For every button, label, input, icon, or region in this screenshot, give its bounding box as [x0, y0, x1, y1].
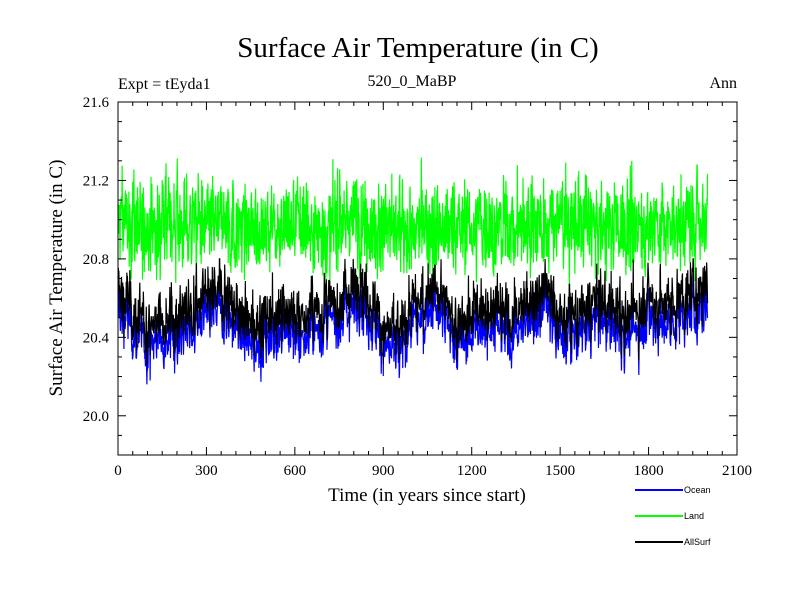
- series-layer: [117, 157, 709, 385]
- x-tick-label: 1200: [457, 463, 487, 479]
- x-axis-label: Time (in years since start): [328, 485, 526, 506]
- x-tick-label: 2100: [722, 463, 752, 479]
- y-axis-label: Surface Air Temperature (in C): [46, 160, 67, 397]
- x-tick-label: 900: [372, 463, 395, 479]
- x-tick-label: 300: [195, 463, 218, 479]
- x-tick-label: 1800: [634, 463, 664, 479]
- series-line-allsurf: [117, 258, 709, 366]
- y-tick-label: 20.8: [83, 252, 109, 268]
- legend-label-allsurf: AllSurf: [684, 537, 711, 547]
- legend-label-ocean: Ocean: [684, 485, 711, 495]
- legend: Ocean Land AllSurf: [635, 485, 711, 547]
- chart-title: Surface Air Temperature (in C): [237, 32, 598, 64]
- subtitle-right: Ann: [709, 75, 737, 92]
- x-tick-label: 1500: [545, 463, 575, 479]
- legend-label-land: Land: [684, 511, 704, 521]
- subtitle-center: 520_0_MaBP: [368, 73, 457, 90]
- axis-layer: 0 300 600 900 1200 1500 1800 2100 20.0 20.4 20.8 21…: [83, 95, 752, 479]
- y-tick-label: 20.4: [83, 330, 110, 346]
- x-tick-label: 0: [114, 463, 122, 479]
- y-tick-label: 20.0: [83, 409, 109, 425]
- y-tick-label: 21.2: [83, 173, 109, 189]
- x-tick-label: 600: [284, 463, 307, 479]
- series-line-land: [117, 157, 709, 289]
- y-tick-label: 21.6: [83, 95, 110, 111]
- subtitle-left: Expt = tEyda1: [118, 76, 211, 93]
